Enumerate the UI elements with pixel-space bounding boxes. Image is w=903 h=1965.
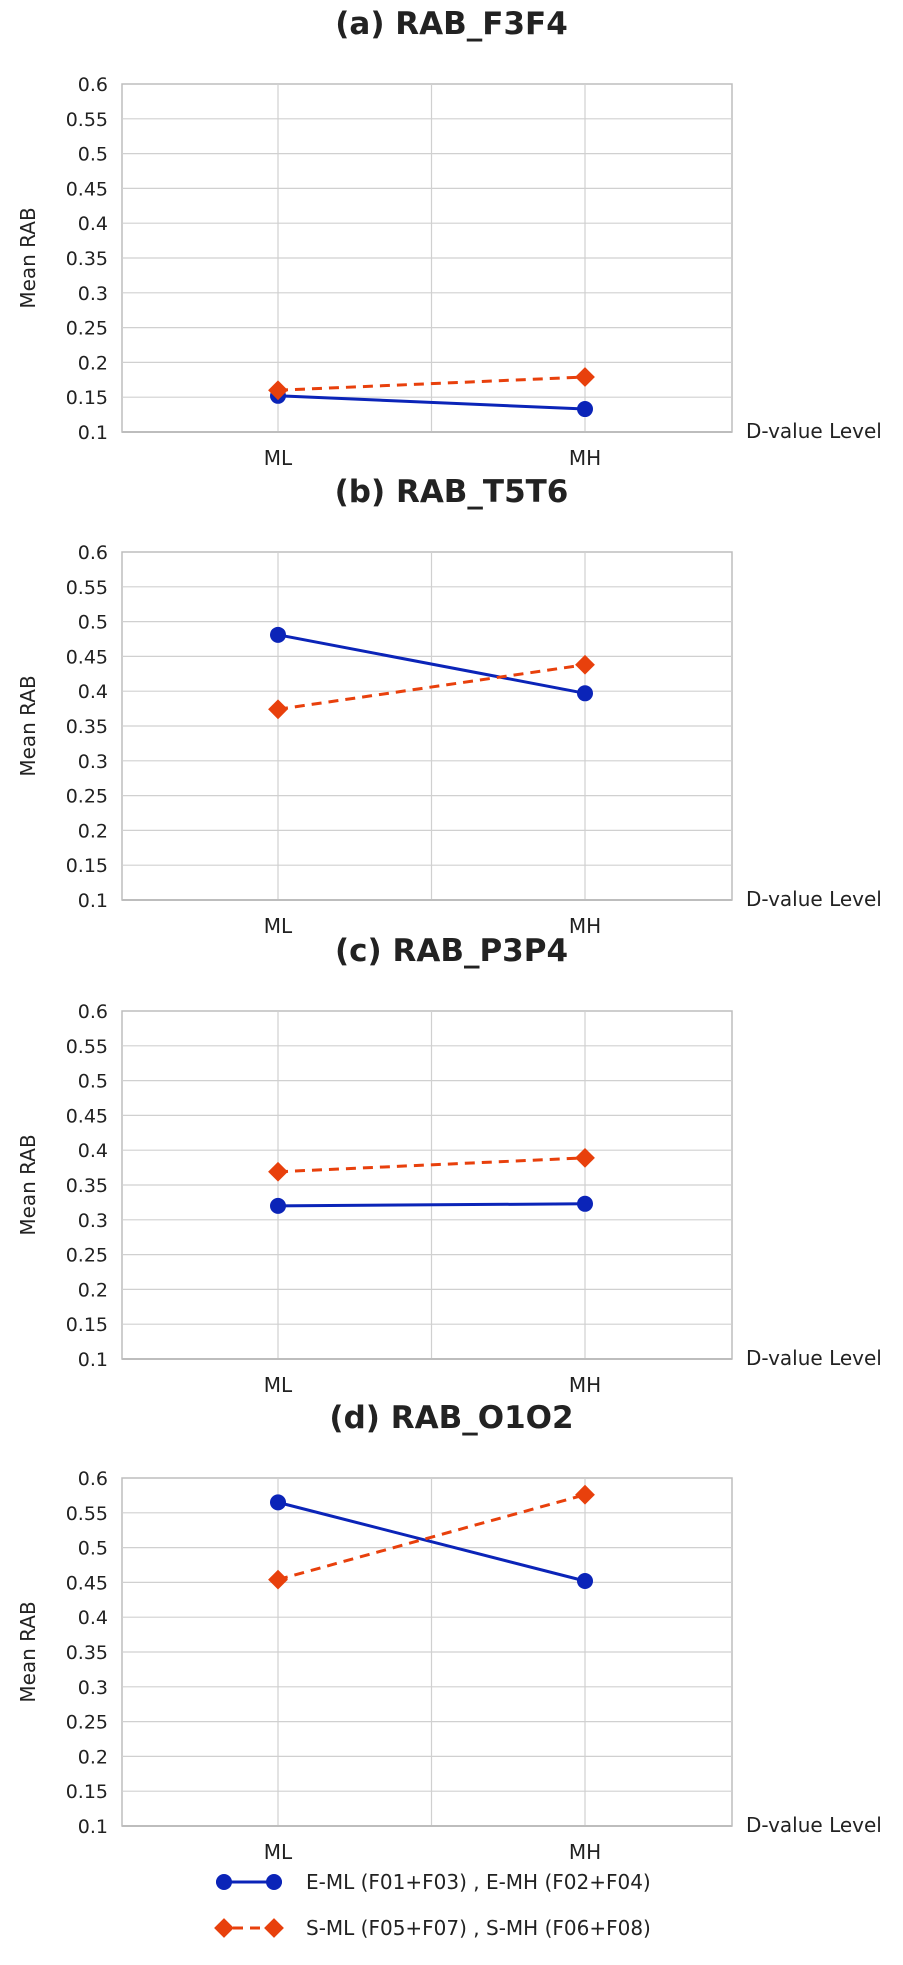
y-tick-label: 0.2 xyxy=(78,1746,108,1768)
y-tick-label: 0.55 xyxy=(66,109,108,131)
y-tick-label: 0.3 xyxy=(78,751,108,773)
x-axis-label: D-value Level xyxy=(746,1346,882,1370)
y-tick-label: 0.1 xyxy=(78,1349,108,1371)
x-tick-label: ML xyxy=(264,1373,293,1397)
y-tick-label: 0.1 xyxy=(78,890,108,912)
x-tick-label: ML xyxy=(264,914,293,938)
series-e-point xyxy=(270,1197,286,1214)
x-tick-label: ML xyxy=(264,446,293,470)
y-tick-label: 0.15 xyxy=(66,387,108,409)
series-s-line xyxy=(277,375,586,392)
y-tick-label: 0.45 xyxy=(66,646,108,668)
y-tick-label: 0.15 xyxy=(66,1781,108,1803)
legend-label-e: E-ML (F01+F03) , E-MH (F02+F04) xyxy=(306,1870,651,1894)
x-tick-label: MH xyxy=(569,914,601,938)
y-tick-label: 0.3 xyxy=(78,1677,108,1699)
y-axis-label: Mean RAB xyxy=(16,1601,40,1702)
x-tick-label: MH xyxy=(569,1373,601,1397)
y-tick-label: 0.45 xyxy=(66,1105,108,1127)
series-e-point xyxy=(270,626,286,643)
series-s-point xyxy=(575,654,595,675)
legend-swatch-e xyxy=(216,1874,282,1890)
y-tick-label: 0.55 xyxy=(66,1503,108,1525)
legend-entry-s: S-ML (F05+F07) , S-MH (F06+F08) xyxy=(210,1911,651,1945)
y-tick-label: 0.25 xyxy=(66,318,108,340)
series-e-point xyxy=(577,685,593,702)
series-e-line xyxy=(277,1202,586,1208)
y-tick-label: 0.4 xyxy=(78,1607,108,1629)
y-tick-label: 0.15 xyxy=(66,1314,108,1336)
y-tick-label: 0.35 xyxy=(66,248,108,270)
y-tick-label: 0.2 xyxy=(78,820,108,842)
x-axis-label: D-value Level xyxy=(746,419,882,443)
x-axis-label: D-value Level xyxy=(746,1813,882,1837)
series-s-line xyxy=(277,1156,586,1174)
y-tick-label: 0.5 xyxy=(78,612,108,634)
chart-title: (a) RAB_F3F4 xyxy=(335,6,568,42)
legend-label-s: S-ML (F05+F07) , S-MH (F06+F08) xyxy=(306,1916,651,1940)
series-e-line xyxy=(277,394,586,411)
y-tick-label: 0.55 xyxy=(66,577,108,599)
y-tick-label: 0.5 xyxy=(78,1538,108,1560)
y-tick-label: 0.6 xyxy=(78,74,108,96)
y-tick-label: 0.3 xyxy=(78,1210,108,1232)
series-s-point xyxy=(575,367,595,387)
y-tick-label: 0.5 xyxy=(78,1071,108,1093)
y-axis-label: Mean RAB xyxy=(16,1134,40,1235)
chart-plot: 0.1 0.15 0.2 0.25 0.3 0.35 0.4 0.45 0.5 0.55 0.6 ML… xyxy=(16,1001,882,1397)
y-tick-label: 0.15 xyxy=(66,855,108,877)
y-tick-label: 0.25 xyxy=(66,1712,108,1734)
chart-plot: 0.1 0.15 0.2 0.25 0.3 0.35 0.4 0.45 0.5 0.55 0.6 ML… xyxy=(16,542,882,938)
chart-plot: 0.1 0.15 0.2 0.25 0.3 0.35 0.4 0.45 0.5 0.55 0.6 ML… xyxy=(16,74,882,470)
y-tick-label: 0.1 xyxy=(78,1816,108,1838)
series-e-point xyxy=(577,1573,593,1590)
chart-legend: E-ML (F01+F03) , E-MH (F02+F04) S-ML (F0… xyxy=(0,1865,903,1955)
y-tick-label: 0.6 xyxy=(78,1001,108,1023)
y-tick-label: 0.6 xyxy=(78,1468,108,1490)
y-axis-label: Mean RAB xyxy=(16,207,40,308)
legend-entry-e: E-ML (F01+F03) , E-MH (F02+F04) xyxy=(210,1865,651,1899)
x-tick-label: MH xyxy=(569,1840,601,1864)
y-tick-label: 0.1 xyxy=(78,422,108,444)
series-s-point xyxy=(268,699,288,720)
y-tick-label: 0.4 xyxy=(78,681,108,703)
y-tick-label: 0.2 xyxy=(78,1279,108,1301)
series-s-point xyxy=(268,380,288,401)
series-s-point xyxy=(268,1569,288,1590)
series-s-line xyxy=(277,663,586,711)
y-tick-label: 0.35 xyxy=(66,716,108,738)
chart-title: (d) RAB_O1O2 xyxy=(329,1400,574,1436)
series-s-point xyxy=(268,1161,288,1182)
series-s-point xyxy=(575,1147,595,1168)
series-e-point xyxy=(270,1494,286,1511)
y-tick-label: 0.45 xyxy=(66,1572,108,1594)
y-tick-label: 0.25 xyxy=(66,786,108,808)
series-s-line xyxy=(277,1493,586,1582)
x-tick-label: MH xyxy=(569,446,601,470)
series-e-line xyxy=(277,1500,586,1583)
y-tick-label: 0.35 xyxy=(66,1175,108,1197)
legend-swatch-s xyxy=(214,1918,284,1938)
y-tick-label: 0.2 xyxy=(78,352,108,374)
series-e-point xyxy=(577,401,593,418)
x-tick-label: ML xyxy=(264,1840,293,1864)
y-tick-label: 0.3 xyxy=(78,283,108,305)
x-axis-label: D-value Level xyxy=(746,887,882,911)
series-s-point xyxy=(575,1484,595,1505)
chart-plot: 0.1 0.15 0.2 0.25 0.3 0.35 0.4 0.45 0.5 0.55 0.6 ML… xyxy=(16,1468,882,1864)
y-tick-label: 0.35 xyxy=(66,1642,108,1664)
y-tick-label: 0.5 xyxy=(78,144,108,166)
chart-title: (b) RAB_T5T6 xyxy=(334,474,569,510)
y-tick-label: 0.4 xyxy=(78,1140,108,1162)
y-tick-label: 0.4 xyxy=(78,213,108,235)
y-axis-label: Mean RAB xyxy=(16,675,40,776)
chart-title: (c) RAB_P3P4 xyxy=(334,933,569,969)
y-tick-label: 0.6 xyxy=(78,542,108,564)
series-e-line xyxy=(277,633,586,695)
y-tick-label: 0.45 xyxy=(66,178,108,200)
series-e-point xyxy=(577,1195,593,1212)
y-tick-label: 0.55 xyxy=(66,1036,108,1058)
y-tick-label: 0.25 xyxy=(66,1245,108,1267)
